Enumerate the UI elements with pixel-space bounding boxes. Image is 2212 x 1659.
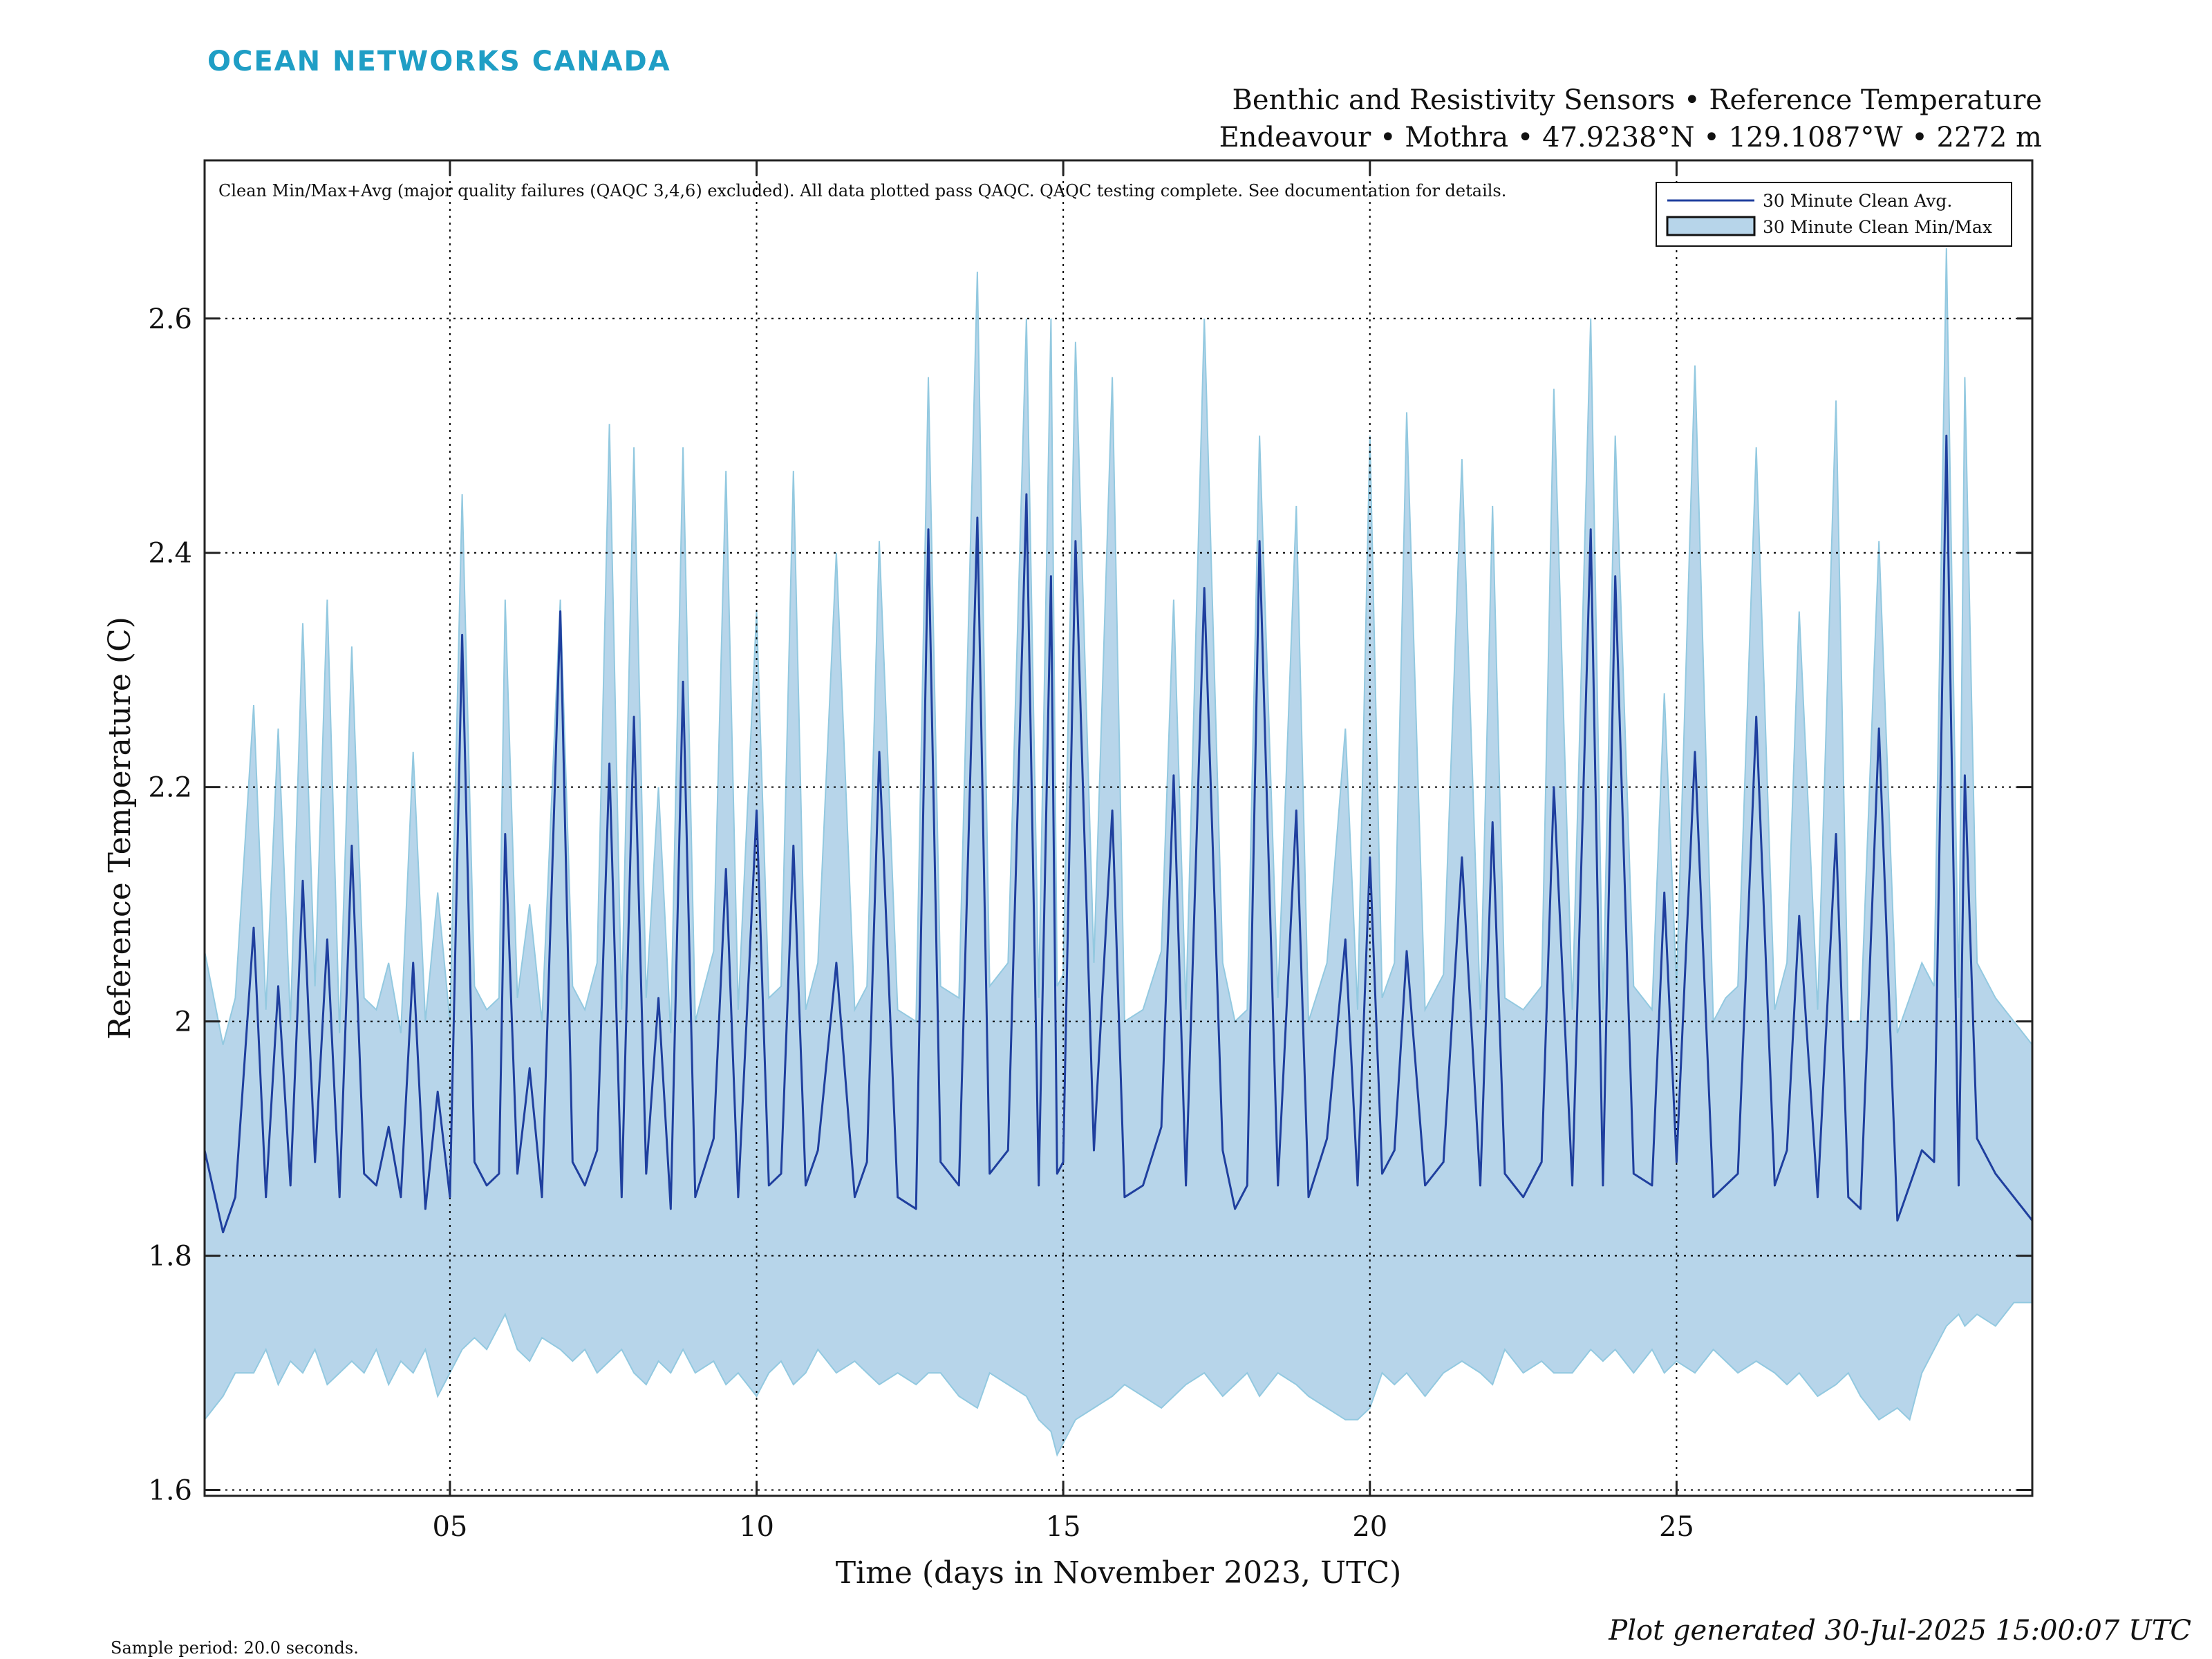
y-tick-label: 2.2 xyxy=(148,772,192,804)
y-tick-label: 2.6 xyxy=(148,303,192,335)
y-axis-label: Reference Temperature (C) xyxy=(102,617,138,1040)
brand-logo-text: OCEAN NETWORKS CANADA xyxy=(207,46,671,77)
legend-avg-label: 30 Minute Clean Avg. xyxy=(1763,191,1952,211)
plot-frame xyxy=(203,159,2034,1497)
x-tick-label: 15 xyxy=(1046,1511,1081,1543)
grid-lines xyxy=(205,160,2032,1496)
y-tick-label: 1.8 xyxy=(148,1241,192,1273)
avg-line-path xyxy=(203,434,2034,1234)
x-tick-label: 10 xyxy=(739,1511,774,1543)
y-tick-label: 1.6 xyxy=(148,1475,192,1507)
y-tick-label: 2.4 xyxy=(148,538,192,570)
annotation-text: Clean Min/Max+Avg (major quality failure… xyxy=(218,181,1507,200)
chart-title-block: Benthic and Resistivity Sensors • Refere… xyxy=(1219,82,2042,156)
axis-ticks: 05 10 15 20 25 1.6 1.8 2 2.2 2.4 2.6 xyxy=(148,160,2032,1543)
x-tick-label: 05 xyxy=(432,1511,467,1543)
chart-subtitle: Endeavour • Mothra • 47.9238°N • 129.108… xyxy=(1219,122,2042,153)
y-tick-label: 2 xyxy=(175,1006,192,1038)
chart-title: Benthic and Resistivity Sensors • Refere… xyxy=(1232,84,2042,116)
legend: 30 Minute Clean Avg. 30 Minute Clean Min… xyxy=(1656,182,2012,247)
plot-generated-note: Plot generated 30-Jul-2025 15:00:07 UTC xyxy=(1609,1615,2191,1647)
annotation-box: Clean Min/Max+Avg (major quality failure… xyxy=(218,181,1507,200)
x-tick-label: 20 xyxy=(1352,1511,1387,1543)
legend-minmax-label: 30 Minute Clean Min/Max xyxy=(1763,217,1992,237)
avg-line xyxy=(203,434,2034,1234)
sample-period-note: Sample period: 20.0 seconds. xyxy=(111,1638,359,1658)
x-tick-label: 25 xyxy=(1659,1511,1694,1543)
legend-minmax-swatch xyxy=(1666,216,1756,236)
x-axis-label: Time (days in November 2023, UTC) xyxy=(836,1555,1402,1591)
